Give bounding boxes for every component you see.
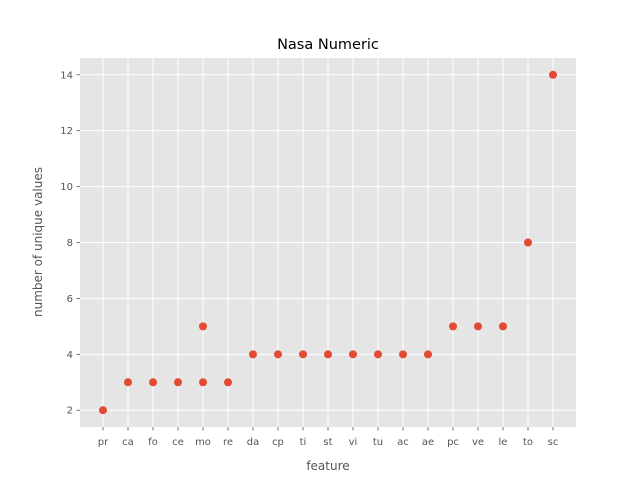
x-tick-label: cp [272,437,284,448]
data-point-fo [149,378,157,387]
data-point-sc [549,70,557,79]
data-point-ae [424,350,432,359]
x-tick-label: le [499,437,508,448]
data-point-pr [99,406,107,415]
chart-title: Nasa Numeric [277,37,379,53]
x-tick-label: tu [373,437,383,448]
y-tick-labels: 2 4 6 8 10 12 14 [60,70,80,417]
data-point-ac [399,350,407,359]
x-tick-label: st [323,437,332,448]
x-tick-label: mo [195,437,211,448]
data-point-tu [374,350,382,359]
y-tick-label: 4 [67,350,73,361]
x-tick-label: ae [422,437,434,448]
data-point-pc [449,322,457,331]
x-tick-label: fo [148,437,158,448]
x-tick-label: ve [472,437,484,448]
data-point-st [324,350,332,359]
y-tick-label: 6 [67,294,73,305]
y-tick-label: 2 [67,406,73,417]
y-tick-label: 14 [60,70,73,81]
x-tick-label: vi [349,437,358,448]
y-tick-label: 8 [67,238,73,249]
x-tick-label: to [523,437,533,448]
x-tick-labels: pr ca fo ce mo re da cp ti st vi tu ac ae pc ve le to sc [98,427,559,448]
x-tick-label: ce [172,437,184,448]
x-tick-label: ac [397,437,409,448]
data-point-da [249,350,257,359]
data-point-to [524,238,532,247]
data-point-ca [124,378,132,387]
x-tick-label: sc [548,437,559,448]
x-tick-label: ca [122,437,134,448]
x-tick-label: pc [447,437,459,448]
data-point-mo [199,322,207,331]
data-points [99,70,557,415]
x-axis-label: feature [306,459,349,473]
y-tick-label: 10 [60,182,73,193]
y-tick-label: 12 [60,126,73,137]
data-point-ti [299,350,307,359]
data-point-ce [174,378,182,387]
data-point-le [499,322,507,331]
x-tick-label: re [223,437,233,448]
grid [80,58,576,427]
data-point-re [224,378,232,387]
x-tick-label: pr [98,437,109,448]
data-point-vi [349,350,357,359]
data-point-cp [274,350,282,359]
x-tick-label: da [247,437,259,448]
data-point-mo [199,378,207,387]
x-tick-label: ti [300,437,307,448]
y-axis-label: number of unique values [31,167,45,317]
data-point-ve [474,322,482,331]
